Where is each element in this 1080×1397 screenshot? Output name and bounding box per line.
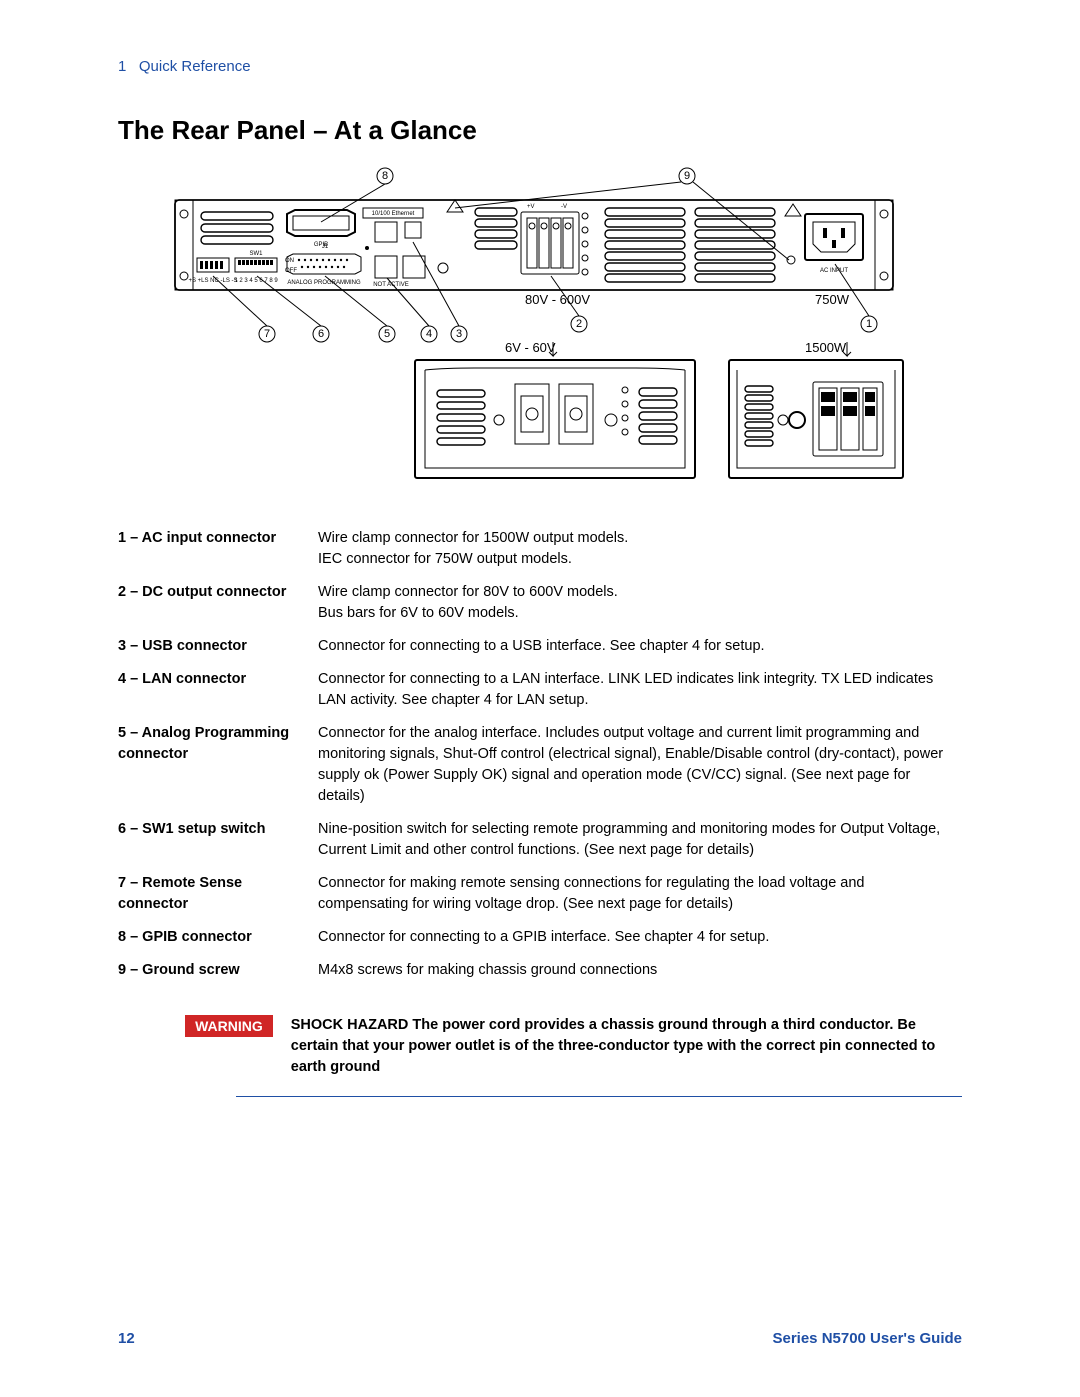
svg-text:6: 6 bbox=[318, 328, 324, 340]
table-row: 7 – Remote Sense connectorConnector for … bbox=[118, 867, 962, 921]
svg-text:OFF: OFF bbox=[285, 268, 297, 274]
svg-text:4: 4 bbox=[426, 328, 432, 340]
breadcrumb: 1 Quick Reference bbox=[118, 58, 962, 75]
row-label: 6 – SW1 setup switch bbox=[118, 813, 318, 867]
row-desc: Nine-position switch for selecting remot… bbox=[318, 813, 962, 867]
table-row: 9 – Ground screwM4x8 screws for making c… bbox=[118, 954, 962, 987]
row-label: 3 – USB connector bbox=[118, 630, 318, 663]
svg-text:AC INPUT: AC INPUT bbox=[820, 268, 848, 274]
warning-text: SHOCK HAZARD The power cord provides a c… bbox=[291, 1015, 962, 1078]
svg-text:SW1: SW1 bbox=[249, 251, 263, 257]
table-row: 8 – GPIB connectorConnector for connecti… bbox=[118, 921, 962, 954]
chapter-number: 1 bbox=[118, 58, 126, 75]
svg-text:9: 9 bbox=[684, 170, 690, 182]
svg-text:ANALOG PROGRAMMING: ANALOG PROGRAMMING bbox=[287, 280, 361, 286]
svg-text:8: 8 bbox=[382, 170, 388, 182]
table-row: 6 – SW1 setup switchNine-position switch… bbox=[118, 813, 962, 867]
inset-6v60v bbox=[415, 360, 695, 478]
rear-panel-diagram: GPIB 10/100 Ethernet J1 NOT ACTIVE ANALO… bbox=[118, 164, 962, 494]
row-desc: Connector for making remote sensing conn… bbox=[318, 867, 962, 921]
svg-text:10/100 Ethernet: 10/100 Ethernet bbox=[372, 211, 415, 217]
svg-text:+V: +V bbox=[527, 204, 535, 210]
svg-text:ON: ON bbox=[285, 258, 294, 264]
warning-block: WARNING SHOCK HAZARD The power cord prov… bbox=[118, 1015, 962, 1078]
chapter-title: Quick Reference bbox=[139, 58, 251, 75]
svg-text:-V: -V bbox=[561, 204, 567, 210]
table-row: 5 – Analog Programming connectorConnecto… bbox=[118, 717, 962, 813]
warning-badge: WARNING bbox=[185, 1015, 273, 1037]
connector-table: 1 – AC input connectorWire clamp connect… bbox=[118, 522, 962, 987]
row-desc: Connector for connecting to a GPIB inter… bbox=[318, 921, 962, 954]
row-label: 1 – AC input connector bbox=[118, 522, 318, 576]
table-row: 4 – LAN connectorConnector for connectin… bbox=[118, 663, 962, 717]
svg-text:1500W: 1500W bbox=[805, 340, 847, 355]
row-desc: M4x8 screws for making chassis ground co… bbox=[318, 954, 962, 987]
svg-text:750W: 750W bbox=[815, 292, 850, 307]
page-number: 12 bbox=[118, 1330, 135, 1347]
row-desc: Wire clamp connector for 80V to 600V mod… bbox=[318, 576, 962, 630]
table-row: 1 – AC input connectorWire clamp connect… bbox=[118, 522, 962, 576]
table-row: 2 – DC output connectorWire clamp connec… bbox=[118, 576, 962, 630]
svg-text:1 2 3 4 5 6 7 8 9: 1 2 3 4 5 6 7 8 9 bbox=[234, 278, 278, 284]
svg-text:7: 7 bbox=[264, 328, 270, 340]
svg-text:6V - 60V: 6V - 60V bbox=[505, 340, 556, 355]
row-label: 8 – GPIB connector bbox=[118, 921, 318, 954]
divider bbox=[236, 1096, 962, 1097]
svg-text:3: 3 bbox=[456, 328, 462, 340]
page-footer: 12 Series N5700 User's Guide bbox=[118, 1330, 962, 1347]
row-label: 5 – Analog Programming connector bbox=[118, 717, 318, 813]
row-desc: Connector for connecting to a USB interf… bbox=[318, 630, 962, 663]
row-label: 9 – Ground screw bbox=[118, 954, 318, 987]
guide-title: Series N5700 User's Guide bbox=[772, 1330, 962, 1347]
svg-text:80V - 600V: 80V - 600V bbox=[525, 292, 590, 307]
row-desc: Connector for connecting to a LAN interf… bbox=[318, 663, 962, 717]
row-desc: Wire clamp connector for 1500W output mo… bbox=[318, 522, 962, 576]
row-label: 4 – LAN connector bbox=[118, 663, 318, 717]
svg-text:+S +LS NC -LS -S: +S +LS NC -LS -S bbox=[188, 278, 237, 284]
row-label: 2 – DC output connector bbox=[118, 576, 318, 630]
inset-1500w bbox=[729, 360, 903, 478]
svg-text:1: 1 bbox=[866, 318, 872, 330]
row-desc: Connector for the analog interface. Incl… bbox=[318, 717, 962, 813]
page-title: The Rear Panel – At a Glance bbox=[118, 115, 962, 146]
svg-text:2: 2 bbox=[576, 318, 582, 330]
row-label: 7 – Remote Sense connector bbox=[118, 867, 318, 921]
table-row: 3 – USB connectorConnector for connectin… bbox=[118, 630, 962, 663]
svg-text:5: 5 bbox=[384, 328, 390, 340]
svg-text:J1: J1 bbox=[322, 244, 329, 250]
